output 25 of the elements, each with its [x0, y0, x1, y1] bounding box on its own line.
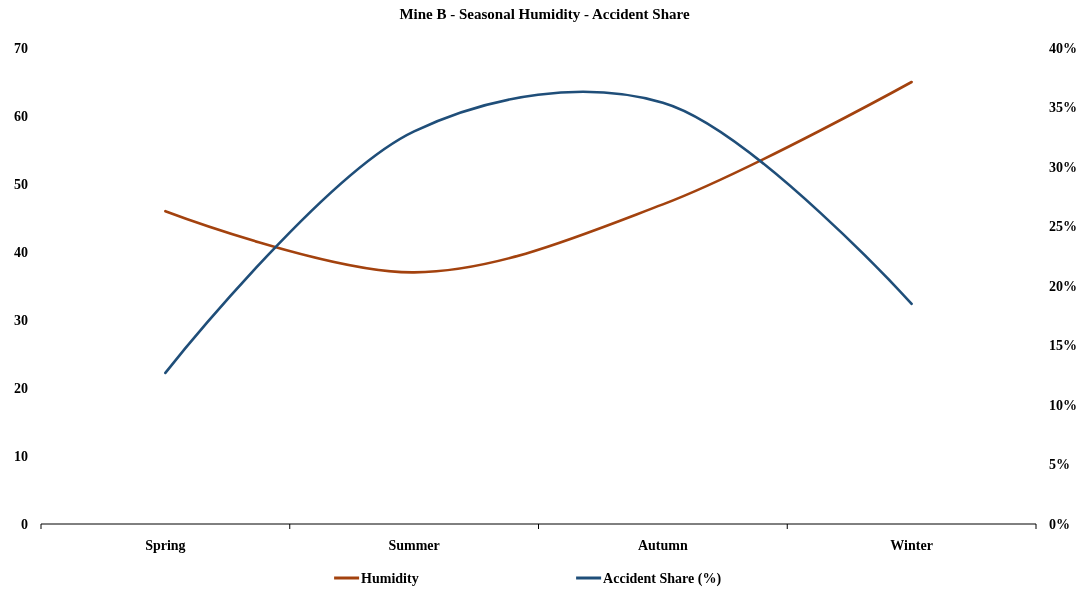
y-tick-label: 70: [14, 40, 28, 56]
y-tick-label: 0: [21, 516, 28, 532]
y-tick-label: 30: [14, 312, 28, 328]
y-tick-label: 10: [14, 448, 28, 464]
y-tick-label: 40: [14, 244, 28, 260]
legend-label: Humidity: [361, 570, 419, 586]
x-tick-label: Spring: [145, 538, 186, 553]
line-series: [164, 80, 913, 274]
x-tick-label: Summer: [388, 538, 440, 553]
x-tick-label: Autumn: [637, 538, 688, 553]
y2-tick-label: 40%: [1049, 40, 1077, 56]
y2-tick-label: 0%: [1049, 516, 1070, 532]
y2-tick-label: 10%: [1049, 397, 1077, 413]
y-tick-label: 50: [14, 176, 28, 192]
y2-tick-label: 35%: [1049, 100, 1077, 116]
y-tick-label: 20: [14, 380, 28, 396]
chart-title: Mine B - Seasonal Humidity - Accident Share: [399, 6, 690, 22]
y2-tick-label: 30%: [1049, 159, 1077, 175]
y2-tick-label: 15%: [1049, 338, 1077, 354]
x-tick-label: Winter: [890, 538, 933, 553]
y2-tick-label: 5%: [1049, 457, 1070, 473]
legend-label: Accident Share (%): [603, 570, 722, 587]
y-tick-label: 60: [14, 108, 28, 124]
y2-tick-label: 20%: [1049, 278, 1077, 294]
y2-tick-label: 25%: [1049, 219, 1077, 235]
